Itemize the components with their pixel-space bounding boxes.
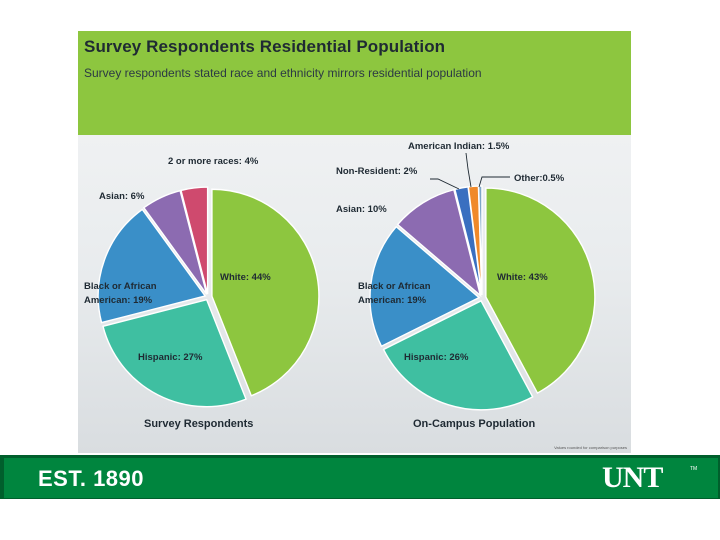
established-text: EST. 1890 xyxy=(38,466,145,491)
label-black-campus: Black or African xyxy=(358,281,431,292)
label-black-survey-2: American: 19% xyxy=(84,295,153,306)
leader-american-indian xyxy=(465,152,472,188)
pie-slice-other xyxy=(477,185,483,296)
footer-bar: EST. 1890 UNT TM xyxy=(0,455,720,499)
footer-inner: EST. 1890 UNT TM xyxy=(4,458,718,498)
pie-title-on-campus: On-Campus Population xyxy=(413,418,536,430)
label-non-resident-campus: Non-Resident: 2% xyxy=(336,166,418,177)
label-two-or-more-survey: 2 or more races: 4% xyxy=(168,156,259,167)
footnote: Values rounded for comparison purposes xyxy=(554,445,627,450)
pie-labels-survey-respondents: White: 44% Hispanic: 27% Black or African A… xyxy=(84,156,271,430)
label-black-survey: Black or African xyxy=(84,281,157,292)
label-asian-survey: Asian: 6% xyxy=(99,191,145,202)
pie-slice-hispanic xyxy=(102,298,247,408)
pie-charts: White: 44% Hispanic: 27% Black or African A… xyxy=(84,141,596,430)
chart-title: Survey Respondents Residential Populatio… xyxy=(84,37,446,56)
pie-slice-black xyxy=(97,208,207,324)
pie-labels-on-campus: White: 43% Hispanic: 26% Black or African A… xyxy=(336,141,565,430)
pie-slice-white xyxy=(211,188,320,397)
label-black-campus-2: American: 19% xyxy=(358,295,427,306)
header-band: Survey Respondents Residential Populatio… xyxy=(78,31,631,135)
chart-subtitle: Survey respondents stated race and ethni… xyxy=(84,66,482,80)
label-white-survey: White: 44% xyxy=(220,272,271,283)
pie-title-survey-respondents: Survey Respondents xyxy=(144,418,253,430)
unt-logo: UNT xyxy=(602,461,663,494)
leader-other xyxy=(478,176,510,188)
pie-slice-asian xyxy=(396,188,482,298)
pie-chart-on-campus xyxy=(369,185,596,411)
label-hispanic-survey: Hispanic: 27% xyxy=(138,352,203,363)
pie-slice-black xyxy=(369,225,481,348)
leader-non-resident xyxy=(430,178,460,190)
label-other-campus: Other:0.5% xyxy=(514,173,565,184)
chart-card: Survey Respondents Residential Populatio… xyxy=(78,31,631,453)
label-american-indian-campus: American Indian: 1.5% xyxy=(408,141,510,152)
label-hispanic-campus: Hispanic: 26% xyxy=(404,352,469,363)
pie-slice-twoOrMore xyxy=(180,186,209,295)
pie-slice-hispanic xyxy=(382,299,534,411)
label-asian-campus: Asian: 10% xyxy=(336,204,387,215)
pie-chart-survey-respondents xyxy=(97,186,320,408)
label-white-campus: White: 43% xyxy=(497,272,548,283)
pie-slice-white xyxy=(485,187,596,395)
pie-slice-asian xyxy=(142,189,208,295)
trademark-mark: TM xyxy=(690,466,698,472)
